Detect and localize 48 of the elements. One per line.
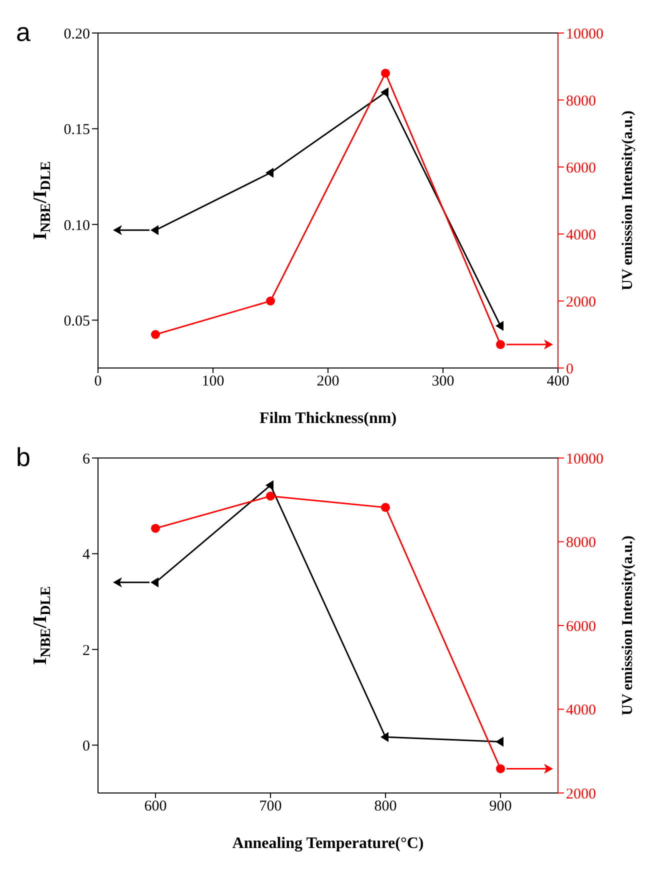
y2-tick-label: 4000 [566,702,596,719]
point [150,577,158,588]
y-tick-label: 0.20 [64,26,90,42]
y2-tick-label: 6000 [566,160,596,176]
x-tick-label: 0 [94,374,102,390]
x-tick-label: 800 [374,798,397,815]
point [496,736,504,747]
chart-title: b [16,442,30,472]
point [381,502,390,512]
y2-axis-title: UV emisssion Intensity(a.u.) [620,536,636,716]
y2-tick-label: 10000 [566,26,604,42]
point [266,296,275,306]
y-tick-label: 0.10 [64,218,90,234]
chart-title: a [16,17,31,47]
y2-tick-label: 2000 [566,786,596,802]
y2-tick-label: 10000 [566,451,604,468]
y-tick-label: 6 [82,451,90,468]
point [266,168,274,178]
y2-axis-title: UV emisssion Intensity(a.u.) [620,110,636,290]
y2-tick-label: 2000 [566,294,596,310]
y-tick-label: 0 [82,738,90,754]
point [496,320,504,331]
y-tick-label: 2 [82,642,90,659]
point [151,524,160,533]
x-axis-title: Film Thickness(nm) [259,410,397,427]
x-tick-label: 600 [144,798,167,815]
y2-tick-label: 4000 [566,227,596,244]
y2-tick-label: 8000 [566,535,596,552]
x-tick-label: 200 [316,374,340,390]
x-axis-title: Annealing Temperature(°C) [232,835,424,852]
point [496,764,505,774]
x-tick-label: 300 [432,374,454,390]
point [380,732,388,742]
y-tick-label: 0.05 [64,313,90,330]
point [381,68,390,78]
point [266,492,275,501]
point [380,87,388,98]
y2-tick-label: 8000 [566,93,596,110]
y2-tick-label: 6000 [566,618,596,635]
point [496,340,505,350]
point [266,480,274,490]
y-tick-label: 4 [82,547,90,564]
point [151,330,160,339]
x-tick-label: 700 [259,798,282,815]
x-tick-label: 100 [202,374,224,390]
point [150,225,158,236]
y-tick-label: 0.15 [64,122,90,138]
x-tick-label: 900 [489,798,512,815]
